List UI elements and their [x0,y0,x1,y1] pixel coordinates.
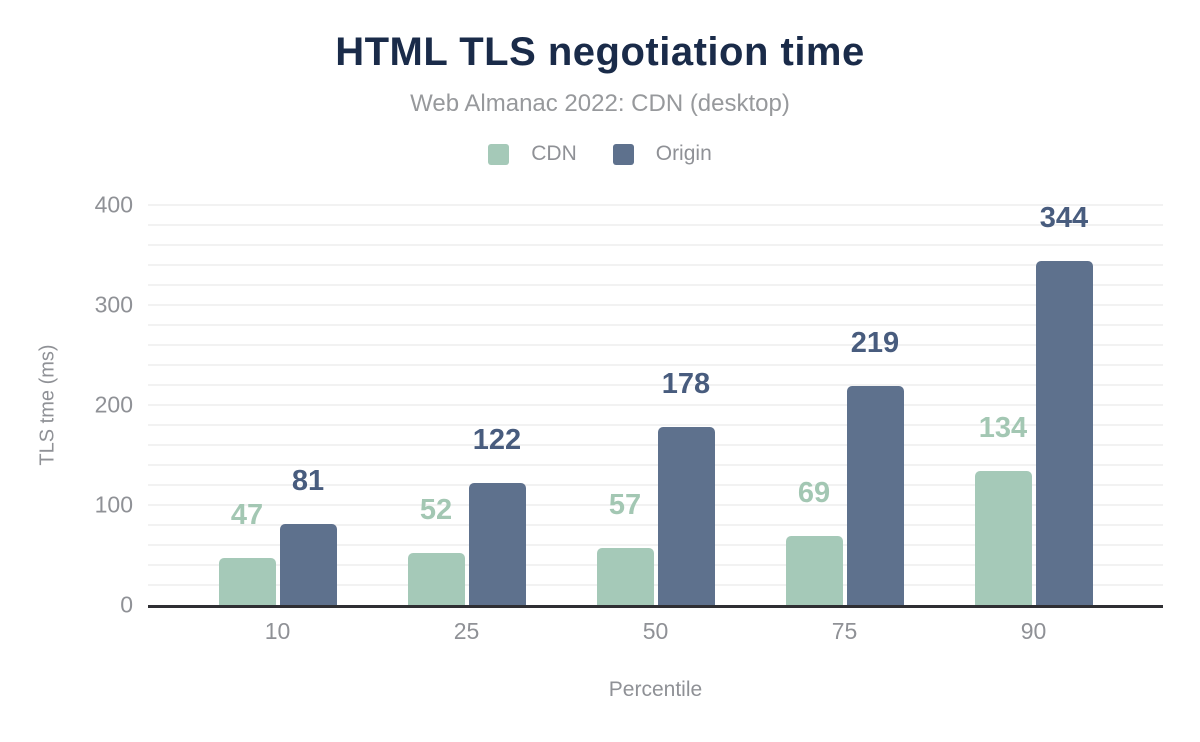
plot-area: 47 81 52 122 57 178 69 219 134 344 [148,202,1163,608]
legend-label: Origin [655,142,712,165]
y-tick-label: 100 [94,491,133,518]
bar-origin-75[interactable] [846,386,904,605]
bar-origin-25[interactable] [468,483,526,605]
gridline [148,204,1163,206]
gridline [148,404,1163,406]
bar-value-label: 69 [797,477,831,509]
x-axis-ticks: 10 25 50 75 90 [148,618,1163,645]
x-tick-label: 50 [642,618,669,644]
bar-cdn-90[interactable] [974,471,1032,605]
bar-value-label: 178 [661,368,711,400]
gridline [148,364,1163,366]
chart-subtitle: Web Almanac 2022: CDN (desktop) [410,90,790,117]
y-tick-label: 400 [94,191,133,218]
x-axis-title: Percentile [608,678,703,701]
bar-cdn-10[interactable] [218,558,276,605]
bar-group-90: 134 344 [939,202,1128,605]
bar-wrap-cdn-25: 52 [407,494,465,605]
bar-value-label: 57 [608,489,642,521]
gridline [148,464,1163,466]
bar-value-label: 81 [291,465,325,497]
gridline [148,224,1163,226]
bar-origin-90[interactable] [1035,261,1093,605]
gridline [148,444,1163,446]
legend: CDN Origin [0,142,1200,166]
gridline [148,544,1163,546]
x-tick-label: 75 [831,618,858,644]
y-tick-label: 200 [94,391,133,418]
gridline [148,264,1163,266]
bar-wrap-origin-75: 219 [846,327,904,605]
bar-wrap-origin-25: 122 [468,424,526,605]
chart-title: HTML TLS negotiation time [335,30,865,74]
bar-origin-10[interactable] [279,524,337,605]
gridline [148,304,1163,306]
bar-group-25: 52 122 [372,205,561,605]
legend-item-origin[interactable]: Origin [612,142,712,166]
y-axis-ticks: 0 100 200 300 400 [0,192,133,618]
gridline [148,284,1163,286]
x-tick-label: 90 [1020,618,1047,644]
gridline [148,504,1163,506]
bar-value-label: 122 [472,424,522,456]
bar-value-label: 219 [850,327,900,359]
bar-value-label: 47 [230,499,264,531]
bar-groups: 47 81 52 122 57 178 69 219 134 344 [148,202,1163,605]
bar-cdn-25[interactable] [407,553,465,605]
legend-swatch-origin [612,143,634,165]
gridline [148,524,1163,526]
legend-label: CDN [531,142,577,165]
bar-cdn-50[interactable] [596,548,654,605]
bar-value-label: 134 [978,412,1028,444]
bar-wrap-cdn-50: 57 [596,489,654,605]
gridline [148,244,1163,246]
bar-cdn-75[interactable] [785,536,843,605]
bar-value-label: 52 [419,494,453,526]
gridline [148,484,1163,486]
gridline [148,324,1163,326]
gridline [148,424,1163,426]
bar-wrap-origin-10: 81 [279,465,337,605]
x-tick-label: 25 [453,618,480,644]
bar-wrap-cdn-90: 134 [974,412,1032,605]
y-tick-label: 300 [94,291,133,318]
bar-wrap-origin-50: 178 [657,368,715,605]
bar-origin-50[interactable] [657,427,715,605]
x-tick-label: 10 [264,618,291,644]
bar-group-10: 47 81 [183,205,372,605]
bar-group-50: 57 178 [561,205,750,605]
legend-swatch-cdn [488,143,510,165]
gridline [148,344,1163,346]
bar-wrap-cdn-10: 47 [218,499,276,605]
gridline [148,584,1163,586]
y-tick-label: 0 [120,591,133,618]
legend-item-cdn[interactable]: CDN [488,142,577,166]
bar-wrap-cdn-75: 69 [785,477,843,605]
bar-group-75: 69 219 [750,205,939,605]
gridline [148,384,1163,386]
bar-wrap-origin-90: 344 [1035,202,1093,605]
bar-value-label: 344 [1039,202,1089,234]
gridline [148,564,1163,566]
